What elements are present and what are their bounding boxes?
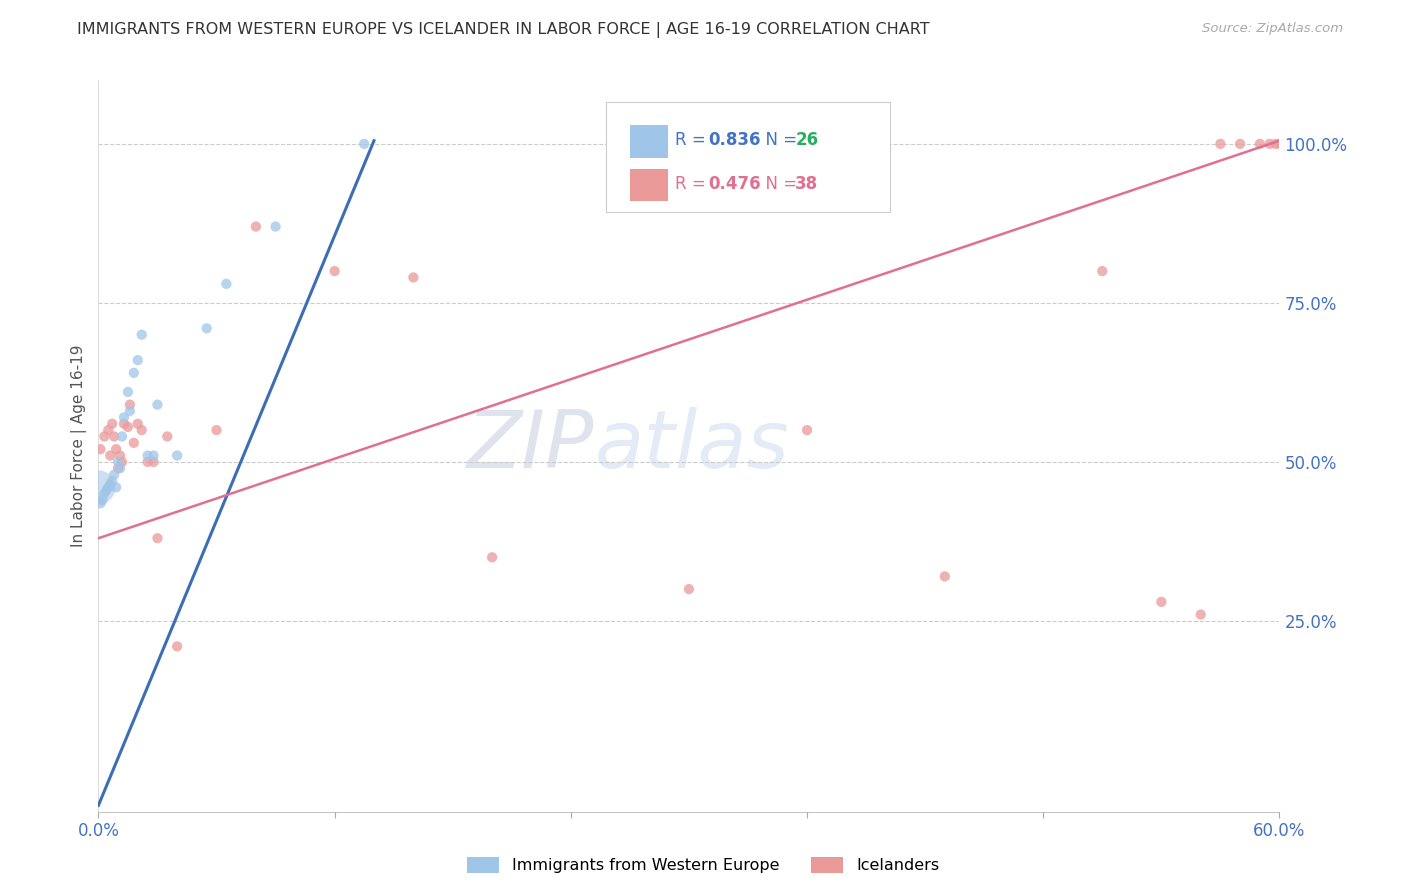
Point [1249,136,1271,151]
Point [91,493,114,508]
Y-axis label: In Labor Force | Age 16-19: In Labor Force | Age 16-19 [72,344,87,548]
Point [1268,136,1291,151]
Point [146,398,169,412]
Point [127,417,149,431]
Point [93,429,115,443]
Point [1091,264,1114,278]
Point [98,477,121,491]
Point [142,455,165,469]
Text: Source: ZipAtlas.com: Source: ZipAtlas.com [1202,22,1343,36]
Point [481,550,503,565]
Point [122,366,145,380]
Point [402,270,425,285]
Point [245,219,267,234]
Point [107,461,129,475]
Text: 0.836: 0.836 [707,131,761,149]
Point [122,435,145,450]
Point [89,496,111,510]
Point [146,531,169,545]
Point [156,429,179,443]
Point [796,423,818,437]
Text: R =: R = [675,131,711,149]
Point [89,442,111,457]
Point [131,327,153,342]
Point [97,423,120,437]
Text: 0.476: 0.476 [707,175,761,193]
Point [117,420,139,434]
Point [117,384,139,399]
Point [103,429,125,443]
Point [111,429,134,443]
Point [136,449,159,463]
Point [118,404,141,418]
Point [1229,136,1251,151]
Point [118,398,141,412]
Point [323,264,346,278]
Text: N =: N = [755,131,803,149]
Point [1258,136,1281,151]
Point [205,423,228,437]
Point [112,417,135,431]
Point [131,423,153,437]
Point [166,640,188,654]
Point [108,449,131,463]
Point [127,353,149,368]
Point [93,486,115,500]
Point [353,136,375,151]
Text: ZIP: ZIP [467,407,595,485]
Point [264,219,287,234]
FancyBboxPatch shape [606,103,890,212]
Point [98,449,121,463]
Text: R =: R = [675,175,711,193]
Legend: Immigrants from Western Europe, Icelanders: Immigrants from Western Europe, Icelande… [461,850,945,880]
Point [1264,136,1286,151]
Point [678,582,700,596]
Point [142,449,165,463]
Point [215,277,238,291]
Point [1150,595,1173,609]
Point [195,321,218,335]
Point [136,455,159,469]
Point [107,455,129,469]
Point [112,410,135,425]
Point [96,483,118,498]
Point [1189,607,1212,622]
Point [105,442,128,457]
FancyBboxPatch shape [630,169,668,202]
Point [108,461,131,475]
Point [105,480,128,494]
Text: N =: N = [755,175,803,193]
Point [166,449,188,463]
Point [87,480,110,494]
Point [97,480,120,494]
FancyBboxPatch shape [630,126,668,158]
Text: atlas: atlas [595,407,789,485]
Point [1209,136,1232,151]
Text: IMMIGRANTS FROM WESTERN EUROPE VS ICELANDER IN LABOR FORCE | AGE 16-19 CORRELATI: IMMIGRANTS FROM WESTERN EUROPE VS ICELAN… [77,22,929,38]
Point [101,474,124,488]
Point [103,467,125,482]
Text: 26: 26 [796,131,818,149]
Point [101,417,124,431]
Point [934,569,956,583]
Point [111,455,134,469]
Text: 38: 38 [796,175,818,193]
